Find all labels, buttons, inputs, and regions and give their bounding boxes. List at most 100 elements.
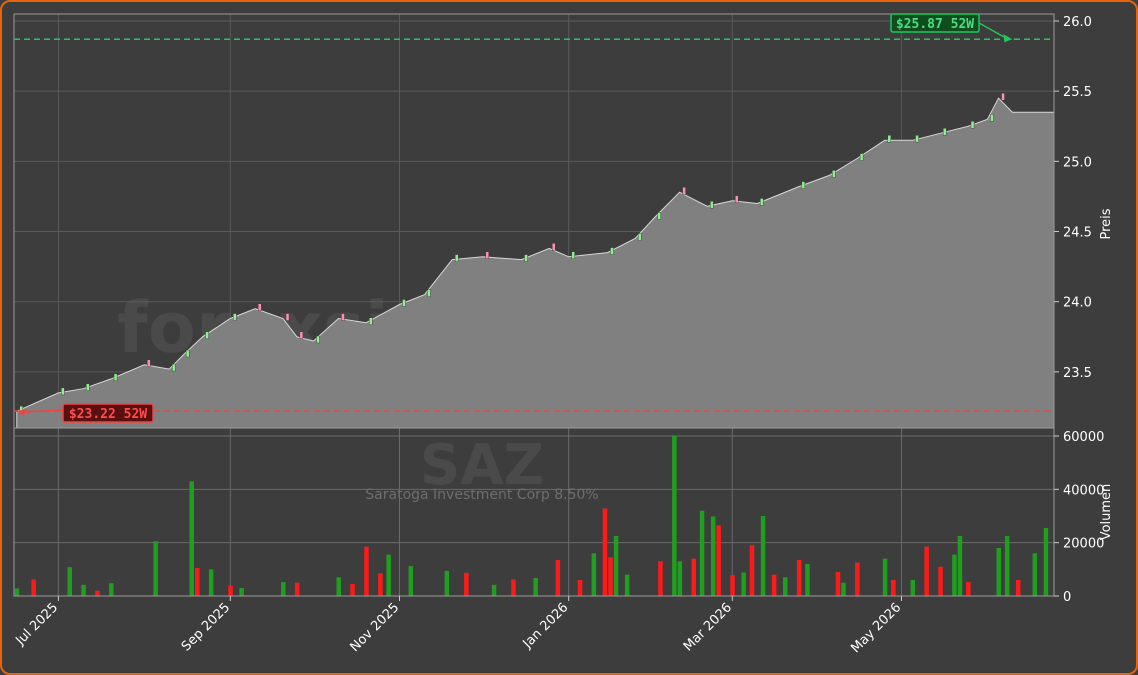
volume-bar-up: [208, 569, 214, 596]
candle: [1001, 93, 1005, 101]
volume-bar-up: [14, 588, 20, 596]
x-axis-ticks: Jul 2025 Sep 2025 Nov 2025 Jan 2026 Mar 2026…: [12, 596, 904, 656]
candle: [369, 317, 373, 325]
volume-bar-up: [841, 582, 846, 596]
volume-axis-label: Volumen: [1099, 484, 1114, 541]
candle: [233, 313, 237, 321]
volume-bar-down: [464, 572, 469, 596]
candle: [970, 121, 975, 129]
volume-bar-down: [771, 574, 777, 596]
candle: [86, 383, 90, 391]
volume-bar-down: [966, 582, 971, 596]
volume-tick-label: 40000: [1063, 483, 1104, 498]
volume-bar-up: [624, 574, 630, 596]
price-tick-label: 23.5: [1063, 366, 1092, 381]
x-tick-label: May 2026: [848, 600, 904, 656]
volume-bar-up: [408, 566, 414, 596]
volume-bar-up: [491, 584, 497, 596]
candle: [316, 335, 320, 344]
candle: [185, 349, 190, 358]
price-area: [16, 97, 1055, 429]
volume-bar-down: [716, 525, 721, 596]
volume-bar-up: [591, 553, 597, 596]
volume-bar-up: [386, 554, 391, 596]
high-52w-arrow: [978, 22, 1007, 39]
volume-bar-down: [796, 560, 802, 596]
volume-tick-label: 0: [1063, 590, 1071, 605]
volume-bar-down: [730, 575, 735, 596]
price-axis-label: Preis: [1099, 208, 1114, 239]
candle: [147, 359, 151, 368]
candle: [801, 181, 806, 189]
volume-bar-down: [378, 573, 383, 596]
volume-bar-up: [699, 510, 705, 596]
candle: [427, 289, 431, 297]
watermark-ticker: SAZ: [420, 433, 544, 498]
volume-bar-down: [835, 572, 841, 596]
candle: [943, 128, 947, 136]
x-tick-label: Nov 2025: [347, 600, 402, 655]
volume-bar-up: [81, 584, 86, 596]
low-52w-arrow: [22, 409, 64, 413]
high-52w-annotation: $25.87 52W: [890, 13, 1013, 43]
candle: [299, 331, 304, 339]
volume-bar-down: [691, 558, 696, 596]
candle: [859, 153, 864, 161]
candle: [524, 254, 528, 262]
volume-bar-up: [613, 536, 619, 596]
price-tick-label: 24.0: [1063, 296, 1092, 311]
watermark-name: Saratoga Investment Corp 8.50%: [365, 487, 598, 503]
candle: [285, 313, 290, 321]
high-52w-arrowhead: [1003, 34, 1013, 43]
candle: [571, 251, 575, 259]
volume-bar-up: [710, 516, 716, 596]
candle: [552, 243, 556, 251]
candle: [172, 363, 176, 372]
volume-bar-up: [1004, 536, 1010, 596]
volume-bar-up: [783, 577, 788, 596]
volume-bar-down: [749, 545, 755, 596]
volume-bar-down: [891, 580, 896, 596]
volume-bar-down: [350, 584, 355, 596]
price-tick-label: 25.0: [1063, 155, 1092, 170]
candle: [915, 135, 919, 143]
volume-tick-label: 20000: [1063, 537, 1104, 552]
volume-bars: [14, 436, 1049, 596]
candle: [258, 303, 262, 311]
volume-bar-up: [996, 548, 1001, 596]
volume-bar-down: [294, 582, 300, 596]
volume-bar-up: [1032, 553, 1038, 596]
volume-bar-down: [364, 546, 369, 596]
volume-bar-up: [805, 564, 810, 596]
volume-bar-down: [577, 580, 583, 596]
volume-bar-up: [741, 572, 746, 596]
candle: [832, 170, 836, 178]
volume-bar-down: [1015, 580, 1021, 596]
candle: [113, 373, 118, 382]
price-tick-label: 24.5: [1063, 226, 1092, 241]
volume-bar-down: [555, 560, 561, 596]
volume-bar-down: [608, 557, 613, 596]
price-tick-label: 25.5: [1063, 85, 1092, 100]
volume-bar-up: [957, 536, 963, 596]
candle: [341, 313, 345, 321]
low-52w-annotation: $23.22 52W: [16, 403, 154, 423]
low-52w-label: $23.22 52W: [69, 407, 147, 422]
volume-bar-down: [31, 579, 36, 596]
price-tick-label: 26.0: [1063, 15, 1092, 30]
x-tick-label: Mar 2026: [681, 600, 735, 654]
candle: [682, 187, 686, 195]
volume-bar-up: [239, 588, 244, 596]
volume-bar-up: [189, 481, 194, 596]
volume-bar-down: [658, 561, 663, 596]
candle: [710, 201, 714, 209]
volume-bar-up: [760, 516, 766, 596]
volume-bar-up: [1043, 528, 1049, 596]
low-52w-box: [62, 403, 154, 423]
candle: [990, 114, 994, 122]
volume-bar-up: [533, 577, 538, 596]
x-tick-label: Jan 2026: [520, 600, 572, 652]
volume-bar-up: [153, 541, 158, 596]
